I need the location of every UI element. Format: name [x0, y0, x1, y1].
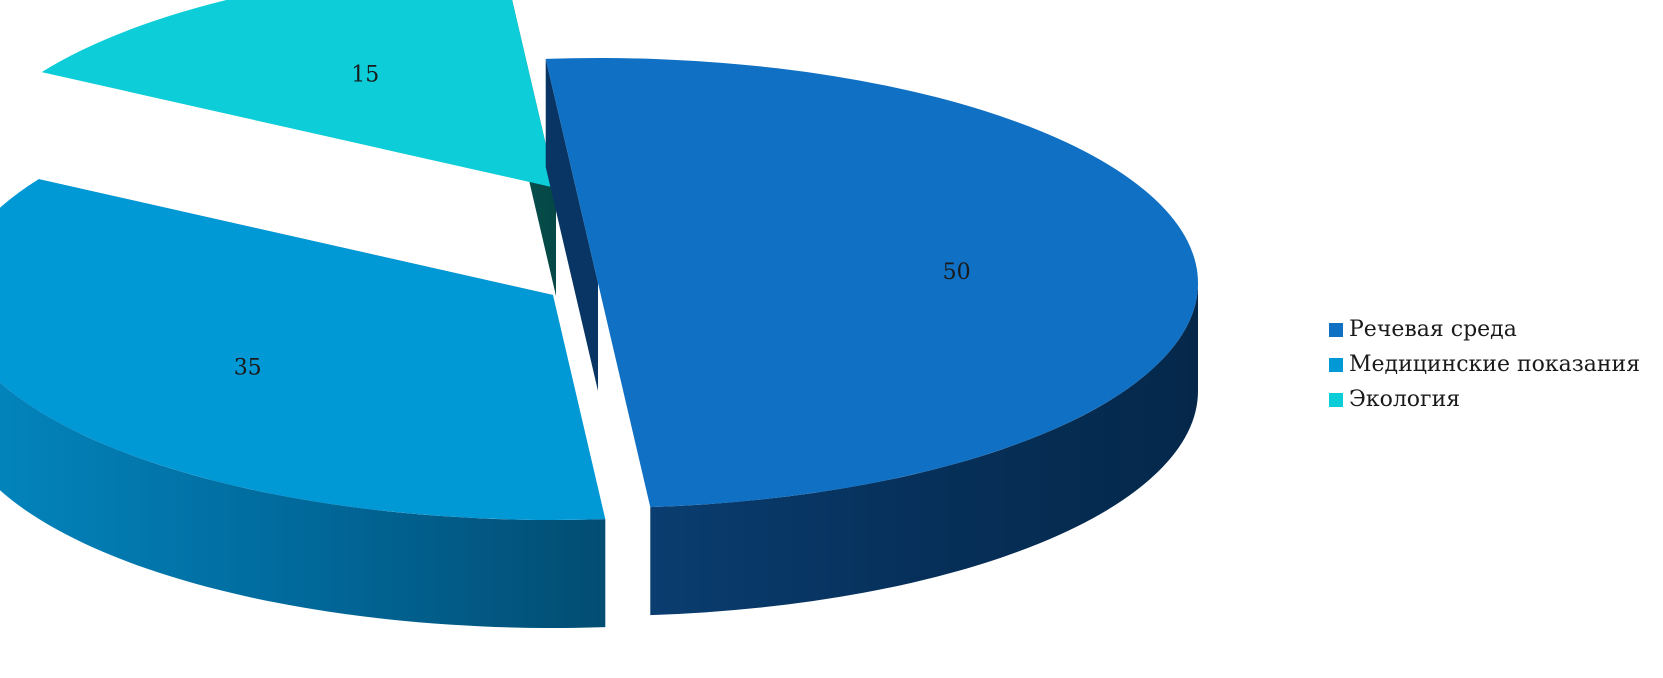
slice-top-ecology: [41, 0, 556, 188]
slice-top-speech-environment: [545, 58, 1198, 508]
legend-label-medical-indications: Медицинские показания: [1349, 352, 1641, 377]
legend-swatch-medical-indications: [1329, 357, 1343, 372]
pie-slice-medical-indications: [0, 179, 606, 628]
legend-swatch-ecology: [1329, 392, 1343, 407]
slice-cut-face-speech-environment: [545, 58, 598, 391]
legend-label-ecology: Экология: [1349, 387, 1461, 412]
legend-item-speech-environment: Речевая среда: [1329, 312, 1640, 347]
pie-slice-speech-environment: [545, 58, 1198, 616]
pie-slice-ecology: [41, 0, 556, 296]
legend: Речевая среда Медицинские показания Экол…: [1329, 312, 1640, 417]
slice-side-speech-environment: [650, 283, 1198, 616]
data-label-ecology: 15: [351, 63, 379, 88]
data-label-medical-indications: 35: [234, 356, 262, 381]
slice-side-medical-indications: [0, 382, 606, 628]
legend-label-speech-environment: Речевая среда: [1349, 317, 1517, 342]
slice-top-medical-indications: [0, 179, 606, 520]
data-label-speech-environment: 50: [943, 260, 971, 285]
legend-swatch-speech-environment: [1329, 322, 1343, 337]
legend-item-ecology: Экология: [1329, 382, 1640, 417]
legend-item-medical-indications: Медицинские показания: [1329, 347, 1640, 382]
